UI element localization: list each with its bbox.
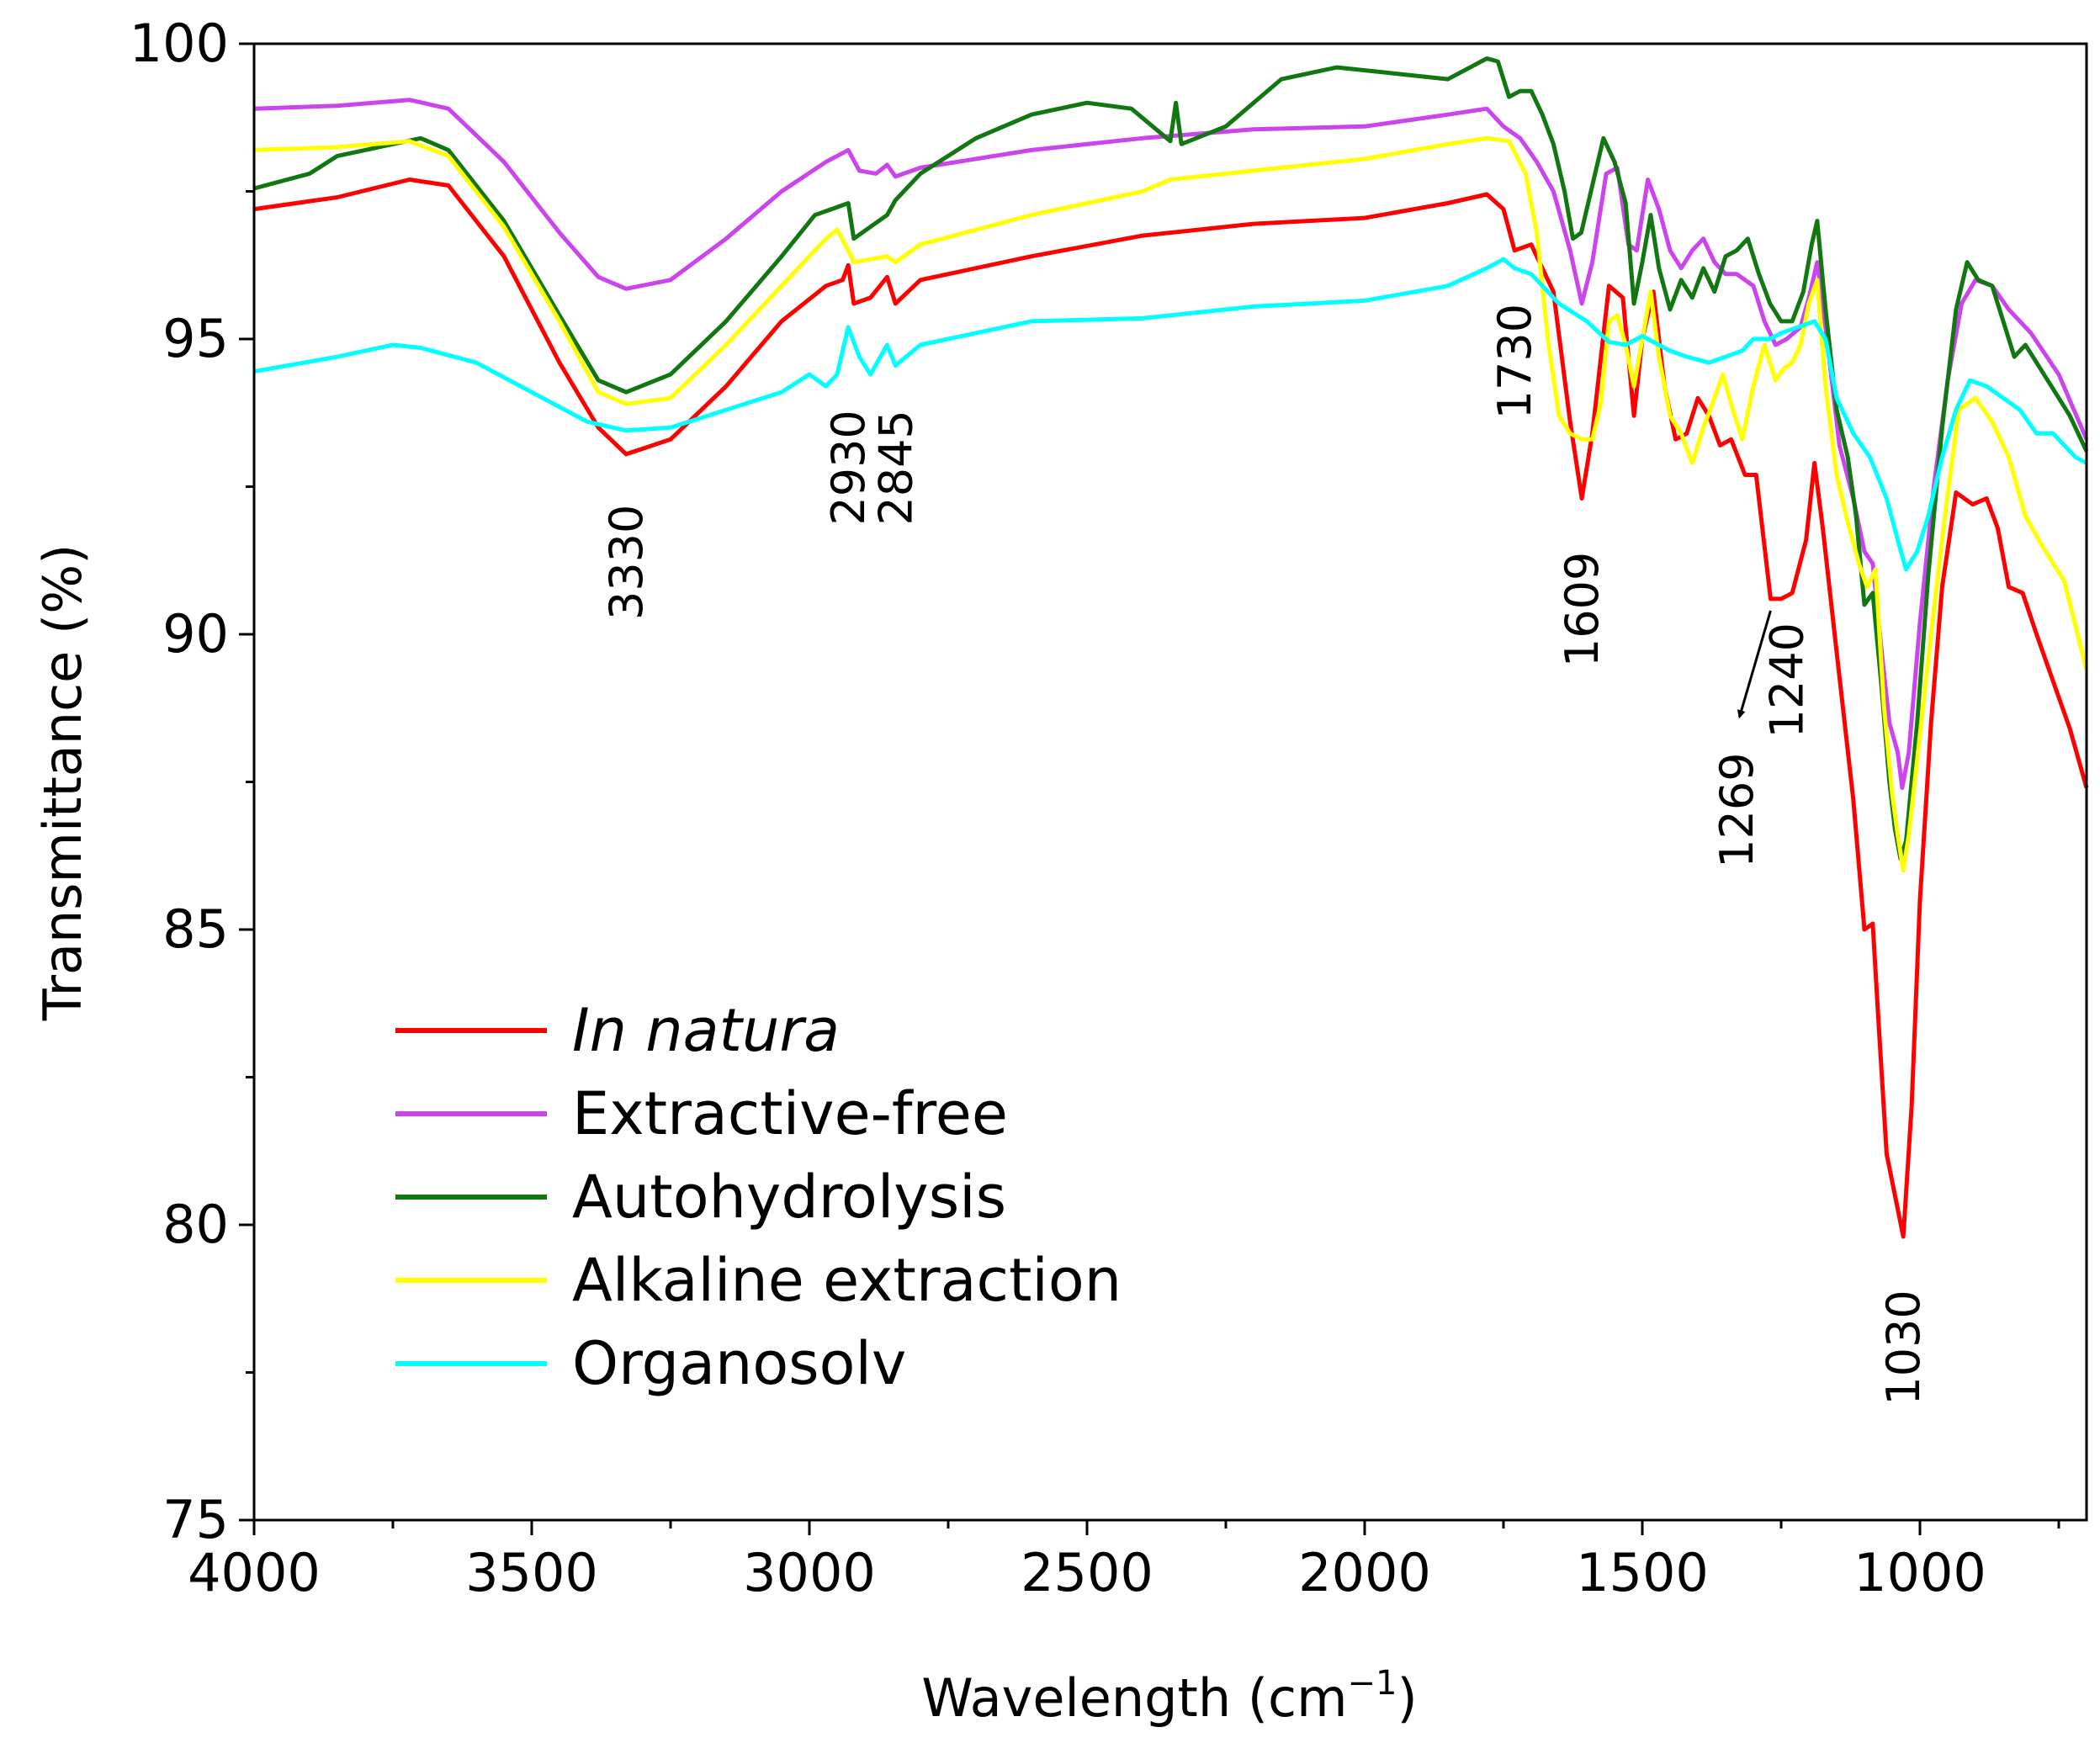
x-tick-label: 2000 xyxy=(1298,1542,1431,1603)
y-tick-label: 75 xyxy=(162,1489,229,1550)
x-tick-label: 3500 xyxy=(465,1542,598,1603)
peak-label-1609: 1609 xyxy=(1556,552,1609,667)
x-axis-title: Wavelength (cm−1) xyxy=(921,1664,1417,1729)
series-line-4 xyxy=(253,257,2088,572)
y-tick-label: 85 xyxy=(162,898,229,960)
legend-label-2: Autohydrolysis xyxy=(572,1163,1006,1232)
legend-label-3: Alkaline extraction xyxy=(572,1246,1122,1315)
y-tick-label: 90 xyxy=(162,603,229,665)
series-line-3 xyxy=(253,135,2089,873)
series-line-1 xyxy=(253,98,2089,790)
peak-label-1030: 1030 xyxy=(1877,1290,1930,1405)
x-tick-label: 3000 xyxy=(743,1542,876,1603)
peak-arrow xyxy=(1737,610,1772,719)
y-tick-label: 80 xyxy=(162,1194,229,1255)
peak-label-1730: 1730 xyxy=(1488,304,1541,419)
series-layer xyxy=(253,56,2089,1239)
peak-label-1240: 1240 xyxy=(1761,623,1814,738)
legend-label-4: Organosolv xyxy=(572,1329,906,1398)
x-tick-label: 1000 xyxy=(1853,1542,1986,1603)
x-tick-label: 1500 xyxy=(1576,1542,1709,1603)
x-tick-label: 2500 xyxy=(1021,1542,1153,1603)
series-line-0 xyxy=(253,177,2089,1239)
peak-label-2930: 2930 xyxy=(822,410,875,525)
legend-label-0: In natura xyxy=(572,996,840,1065)
y-tick-label: 100 xyxy=(130,13,229,74)
peak-label-2845: 2845 xyxy=(869,410,922,525)
y-axis-title: Transmittance (%) xyxy=(32,544,93,1022)
peak-label-1269: 1269 xyxy=(1710,752,1763,867)
peak-label-3330: 3330 xyxy=(600,505,653,620)
axes-layer: 4000 3500 3000 2500 2000 1500 1000 75 80 85 90 95 10… xyxy=(130,13,2060,1603)
x-tick-label: 4000 xyxy=(188,1542,321,1603)
y-tick-label: 95 xyxy=(162,308,229,369)
legend: In natura Extractive-free Autohydrolysis Al… xyxy=(395,996,1122,1398)
legend-label-1: Extractive-free xyxy=(572,1079,1008,1148)
